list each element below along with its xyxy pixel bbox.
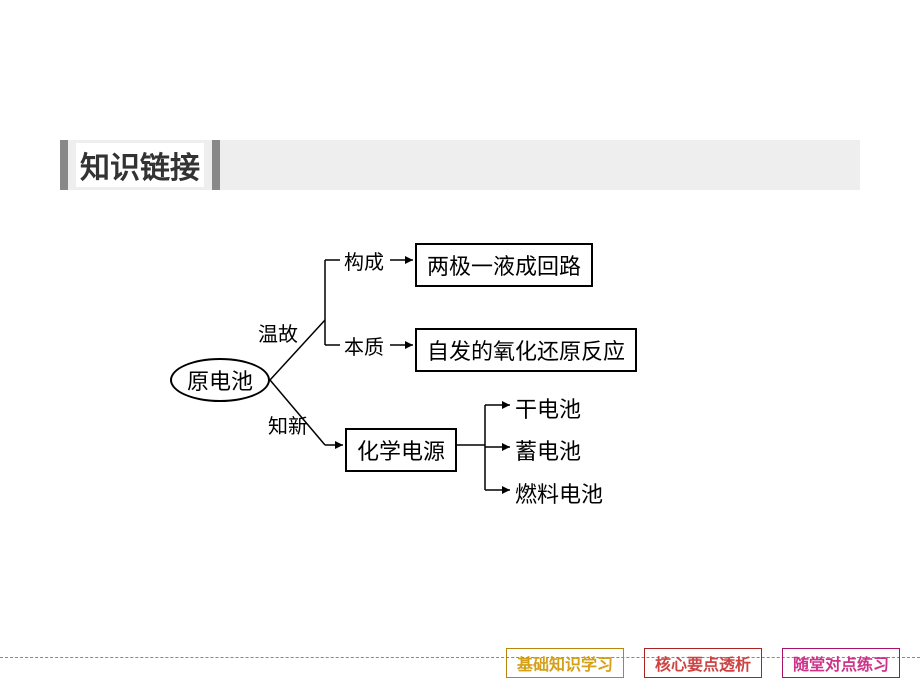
section-header: 知识链接: [60, 140, 860, 190]
header-accent-left: [60, 140, 68, 190]
footer-nav: 基础知识学习 核心要点透析 随堂对点练习: [506, 648, 900, 678]
edge-gouceng: 构成: [344, 246, 384, 275]
box-zifa: 自发的氧化还原反应: [415, 328, 637, 372]
box-huaxue: 化学电源: [345, 428, 457, 472]
edge-benzhi: 本质: [344, 331, 384, 360]
leaf-gan: 干电池: [515, 392, 581, 424]
header-title: 知识链接: [76, 143, 204, 187]
nav-basics-button[interactable]: 基础知识学习: [506, 648, 624, 678]
nav-core-button[interactable]: 核心要点透析: [644, 648, 762, 678]
footer: 基础知识学习 核心要点透析 随堂对点练习: [0, 650, 920, 682]
edge-zhixin: 知新: [268, 410, 308, 439]
root-node: 原电池: [170, 358, 270, 402]
leaf-xu: 蓄电池: [515, 434, 581, 466]
edge-wengu: 温故: [258, 318, 298, 347]
nav-practice-button[interactable]: 随堂对点练习: [782, 648, 900, 678]
leaf-ranliao: 燃料电池: [515, 477, 603, 509]
root-label: 原电池: [187, 364, 253, 396]
header-accent-right: [212, 140, 220, 190]
concept-diagram: 原电池 温故 知新 构成 本质 两极一液成回路 自发的氧化还原反应 化学电源 干…: [150, 230, 790, 550]
box-liangjiyiye: 两极一液成回路: [415, 243, 593, 287]
